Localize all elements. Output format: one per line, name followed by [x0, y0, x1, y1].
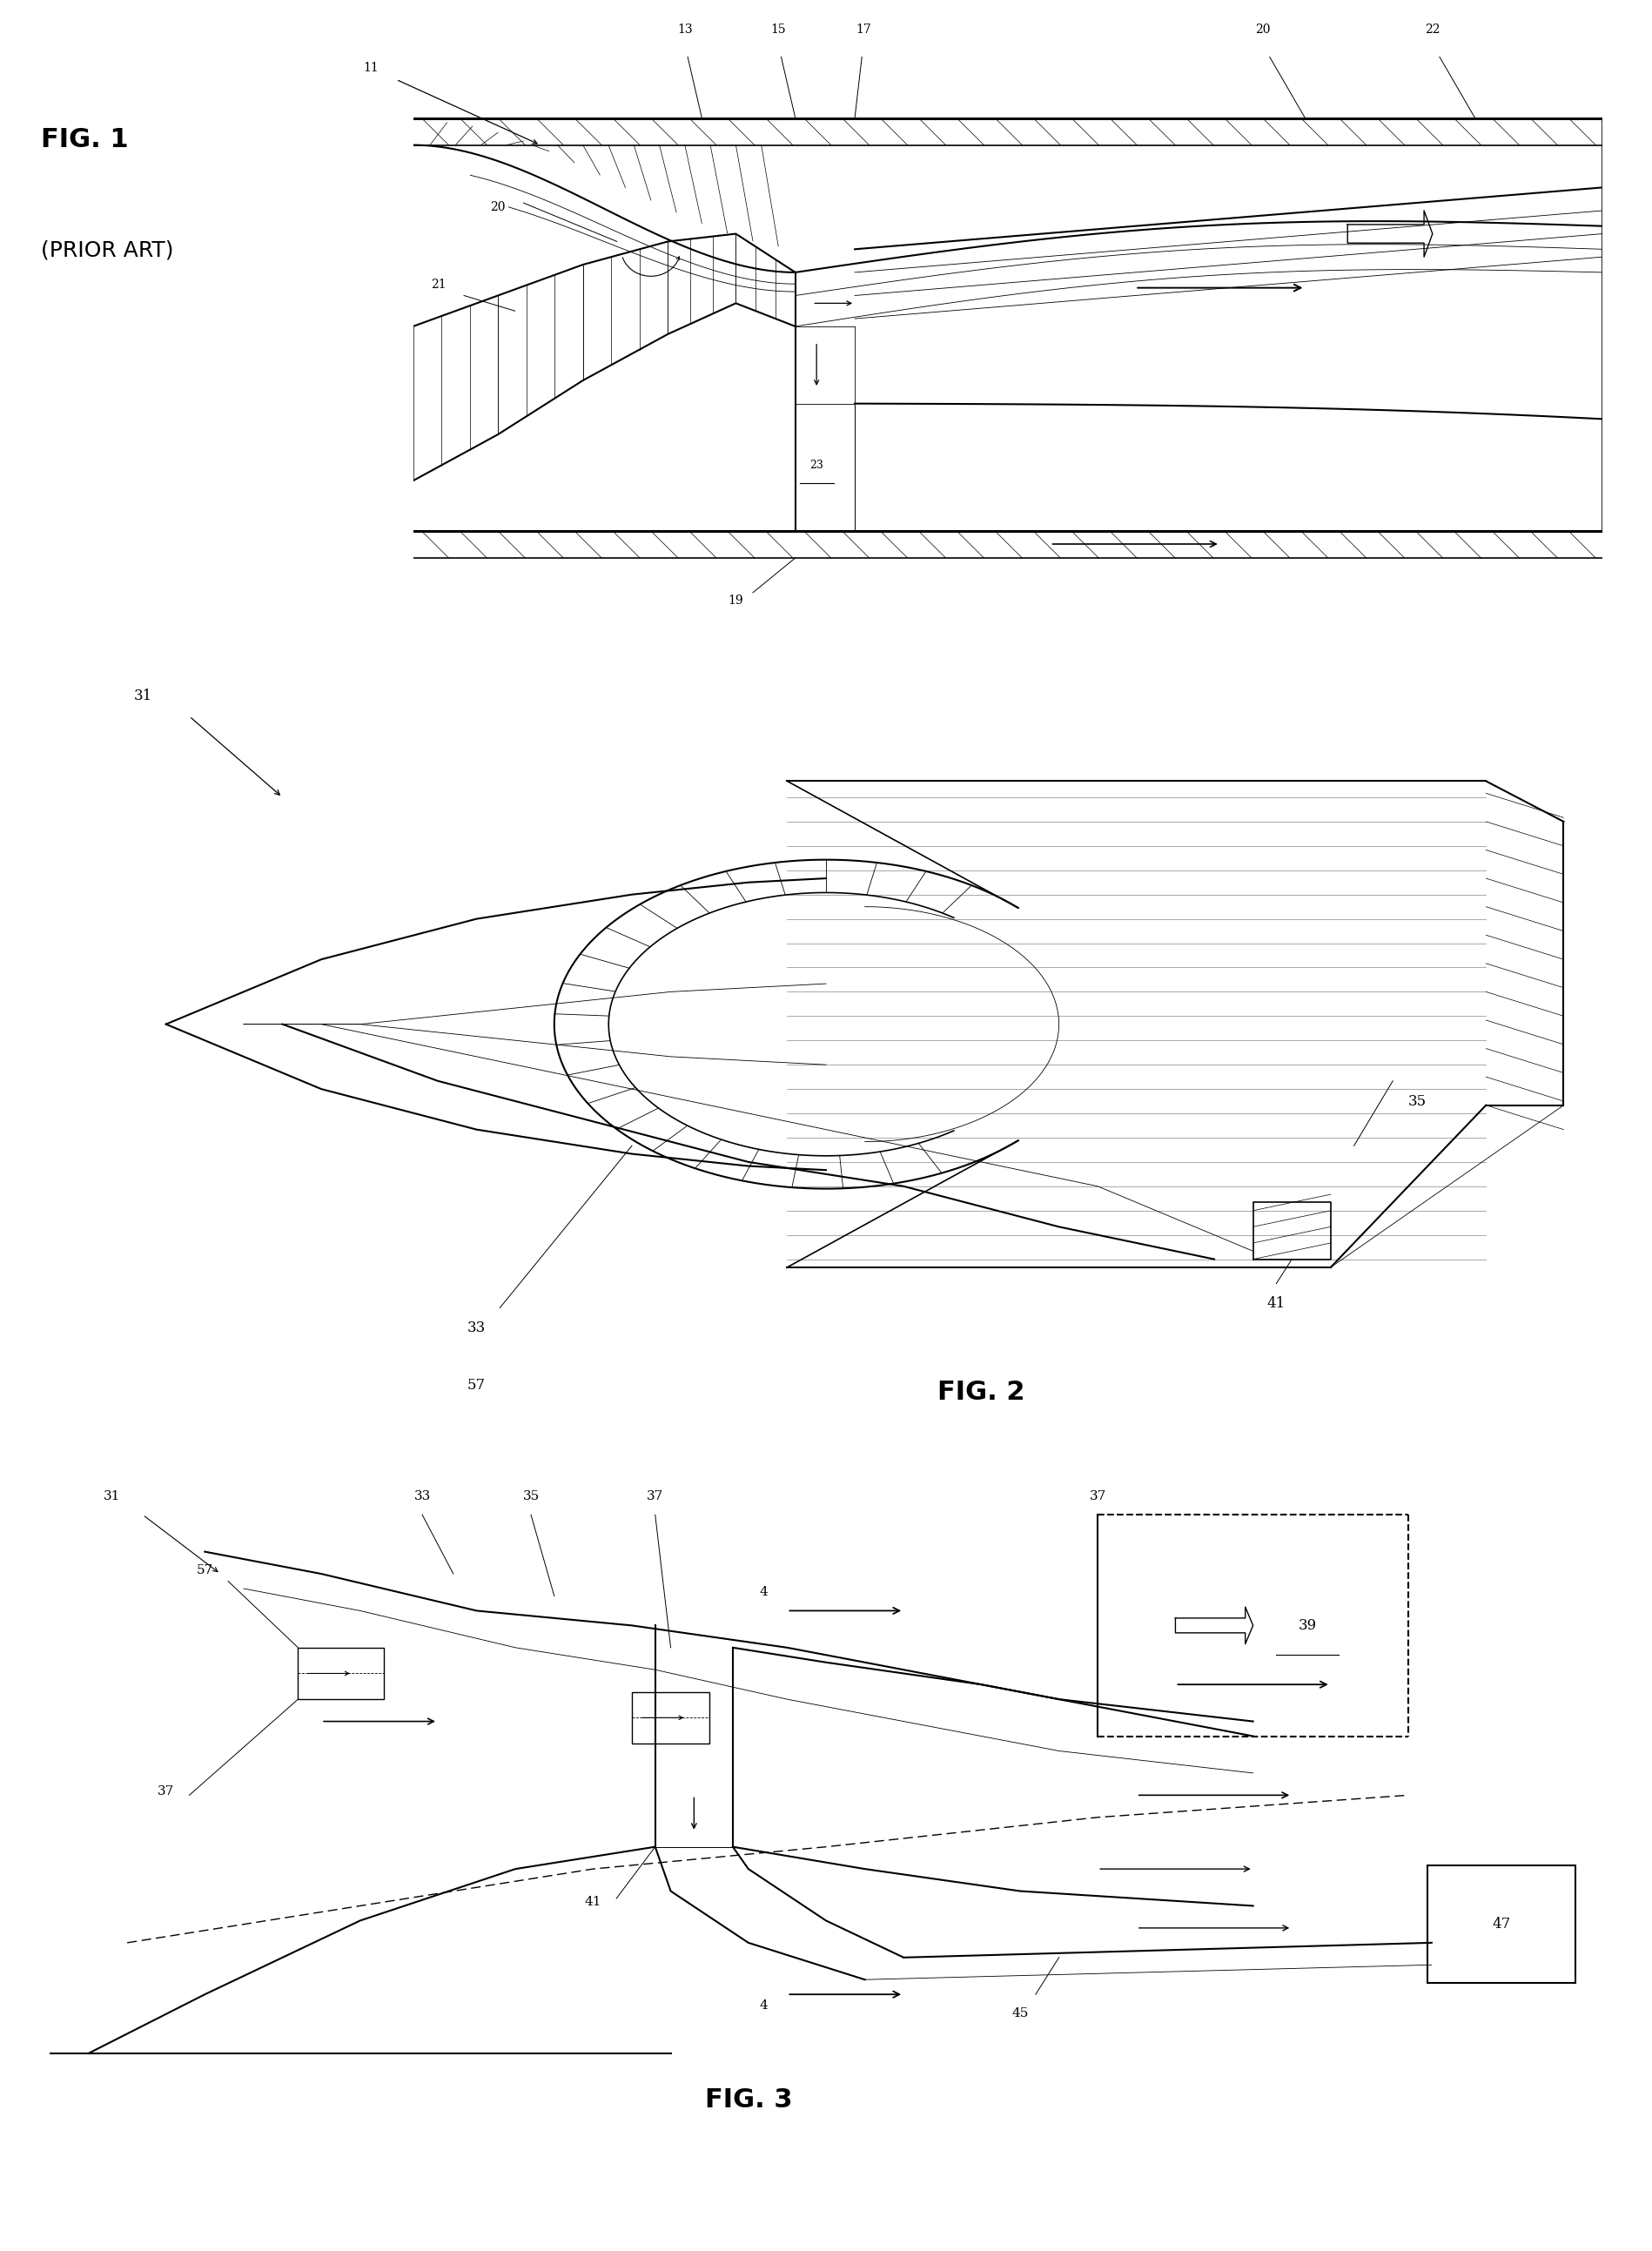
Text: 37: 37 [1089, 1490, 1107, 1504]
Text: 21: 21 [431, 279, 446, 290]
Text: 4: 4 [760, 1587, 768, 1598]
Text: 35: 35 [522, 1490, 539, 1504]
Text: 35: 35 [1408, 1094, 1427, 1110]
Text: 39: 39 [1298, 1618, 1317, 1632]
Text: 11: 11 [363, 63, 378, 74]
Text: 57: 57 [197, 1564, 213, 1576]
Text: 13: 13 [677, 23, 692, 36]
Text: 33: 33 [415, 1490, 431, 1504]
Text: 23: 23 [809, 459, 823, 470]
Text: (PRIOR ART): (PRIOR ART) [41, 239, 173, 261]
Text: 45: 45 [1011, 2008, 1029, 2019]
Text: 31: 31 [102, 1490, 121, 1504]
Text: 20: 20 [491, 200, 506, 214]
Text: 15: 15 [770, 23, 786, 36]
Text: 37: 37 [157, 1785, 175, 1799]
Text: FIG. 2: FIG. 2 [938, 1380, 1024, 1405]
Text: 41: 41 [1267, 1297, 1285, 1312]
Text: 31: 31 [134, 689, 152, 705]
FancyBboxPatch shape [633, 1693, 710, 1745]
Text: 33: 33 [468, 1321, 486, 1335]
Text: 19: 19 [729, 594, 743, 608]
FancyBboxPatch shape [297, 1648, 383, 1700]
Text: 20: 20 [1256, 23, 1270, 36]
Text: 57: 57 [468, 1378, 486, 1393]
FancyBboxPatch shape [1427, 1866, 1576, 1983]
Text: FIG. 1: FIG. 1 [41, 126, 129, 153]
Text: 4: 4 [760, 1999, 768, 2012]
Text: 47: 47 [1492, 1918, 1510, 1931]
Text: FIG. 3: FIG. 3 [705, 2087, 791, 2111]
Text: 22: 22 [1426, 23, 1441, 36]
Text: 41: 41 [585, 1895, 601, 1909]
Text: 37: 37 [648, 1490, 664, 1504]
Text: 17: 17 [856, 23, 871, 36]
